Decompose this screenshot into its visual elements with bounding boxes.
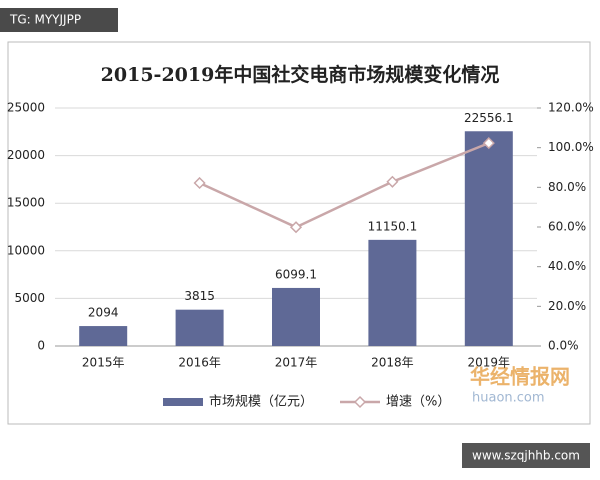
- tag-box: [0, 8, 118, 32]
- watermark: 华经情报网: [470, 365, 570, 389]
- x-tick-label: 2016年: [178, 356, 221, 370]
- bar: [368, 239, 417, 346]
- y-tick-label: 15000: [7, 196, 45, 210]
- bar-value-label: 22556.1: [464, 111, 514, 125]
- legend-label: 市场规模（亿元）: [209, 394, 313, 410]
- x-tick-label: 2018年: [371, 356, 414, 370]
- y2-tick-label: 80.0%: [548, 180, 586, 194]
- line-marker: [289, 221, 303, 234]
- bar: [175, 309, 224, 346]
- line-marker: [482, 137, 495, 150]
- y-tick-label: 5000: [14, 291, 45, 305]
- bar: [79, 326, 128, 346]
- bar-value-label: 2094: [88, 306, 119, 320]
- legend-label: 增速（%）: [386, 395, 450, 410]
- line: [199, 141, 490, 229]
- footer-url: www.szqjhhb.com: [472, 449, 580, 463]
- bar-value-label: 3815: [184, 289, 215, 303]
- x-tick-label: 2017年: [275, 356, 318, 370]
- line-marker: [193, 176, 206, 190]
- y2-tick-label: 100.0%: [548, 140, 594, 154]
- x-tick-label: 2015年: [82, 356, 125, 370]
- line-marker: [386, 175, 399, 188]
- x-tick-label: 2019年: [468, 356, 511, 370]
- y2-tick-label: 60.0%: [548, 220, 586, 234]
- tag: TG: MYYJJPP: [9, 13, 81, 27]
- y2-tick-label: 20.0%: [548, 299, 586, 313]
- chart-title: 2015-2019年中国社交电商市场规模变化情况: [101, 63, 500, 86]
- y2-tick-label: 120.0%: [548, 101, 594, 115]
- bar-value-label: 11150.1: [368, 219, 418, 233]
- y-tick-label: 20000: [7, 148, 45, 162]
- footer-box: [462, 443, 590, 468]
- y2-tick-label: 40.0%: [548, 259, 586, 273]
- y-tick-label: 0: [37, 339, 45, 353]
- y-tick-label: 25000: [7, 101, 45, 115]
- y-tick-label: 10000: [7, 243, 45, 257]
- y2-tick-label: 0.0%: [548, 339, 579, 353]
- bar: [464, 131, 513, 346]
- watermark-url: huaon.com: [472, 391, 545, 406]
- bar: [272, 287, 320, 346]
- bar-value-label: 6099.1: [275, 267, 317, 281]
- legend-swatch: [163, 398, 203, 406]
- legend-swatch: [353, 395, 367, 409]
